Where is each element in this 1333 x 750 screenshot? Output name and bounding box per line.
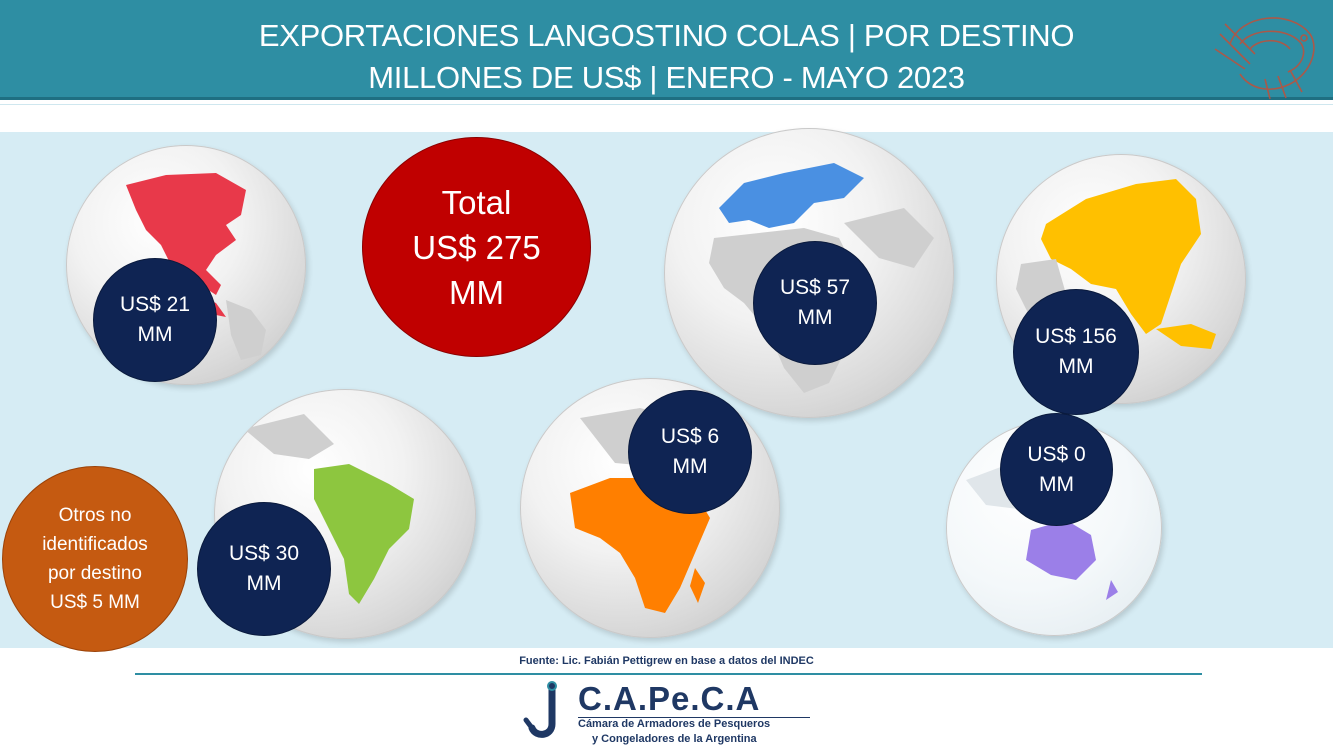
total-circle: Total US$ 275 MM: [362, 137, 591, 357]
north-america-unit: MM: [137, 323, 173, 346]
capeca-logo: C.A.Pe.C.A Cámara de Armadores de Pesque…: [522, 680, 822, 746]
shrimp-icon: [1214, 17, 1315, 100]
europe-value: US$ 57 MM: [753, 241, 877, 365]
asia-unit: MM: [1058, 355, 1094, 378]
other-line-2: identificados: [42, 534, 148, 555]
other-amount: US$ 5 MM: [50, 592, 140, 613]
europe-amount: US$ 57: [779, 276, 851, 299]
source-note: Fuente: Lic. Fabián Pettigrew en base a …: [519, 655, 814, 667]
logo-underline: [578, 717, 810, 718]
africa-value: US$ 6 MM: [628, 390, 752, 514]
logo-subtitle-2: y Congeladores de la Argentina: [592, 733, 757, 745]
oceania-value: US$ 0 MM: [1000, 413, 1113, 526]
south-america-value: US$ 30 MM: [197, 502, 331, 636]
footer-divider: [135, 673, 1202, 675]
europe-unit: MM: [797, 306, 833, 329]
hook-icon: [523, 681, 557, 738]
total-unit: MM: [449, 273, 504, 311]
header-stripe: [0, 104, 1333, 112]
other-line-1: Otros no: [58, 505, 132, 526]
header-banner: EXPORTACIONES LANGOSTINO COLAS | POR DES…: [0, 0, 1333, 100]
title-line-1: EXPORTACIONES LANGOSTINO COLAS | POR DES…: [258, 18, 1075, 53]
oceania-amount: US$ 0: [1027, 442, 1086, 466]
title-line-2: MILLONES DE US$ | ENERO - MAYO 2023: [368, 60, 965, 95]
south-america-amount: US$ 30: [228, 542, 300, 565]
total-amount: US$ 275: [412, 228, 541, 266]
logo-subtitle-1: Cámara de Armadores de Pesqueros: [578, 718, 771, 730]
south-america-unit: MM: [246, 572, 282, 595]
asia-amount: US$ 156: [1035, 325, 1117, 348]
north-america-value: US$ 21 MM: [93, 258, 217, 382]
other-line-3: por destino: [47, 563, 142, 584]
other-destinations-circle: Otros no identificados por destino US$ 5…: [2, 466, 188, 652]
oceania-unit: MM: [1039, 472, 1074, 496]
asia-value: US$ 156 MM: [1013, 289, 1139, 415]
africa-amount: US$ 6: [660, 425, 720, 448]
africa-unit: MM: [672, 455, 708, 478]
total-label: Total: [441, 183, 512, 221]
north-america-amount: US$ 21: [119, 293, 191, 316]
logo-title: C.A.Pe.C.A: [578, 680, 761, 717]
